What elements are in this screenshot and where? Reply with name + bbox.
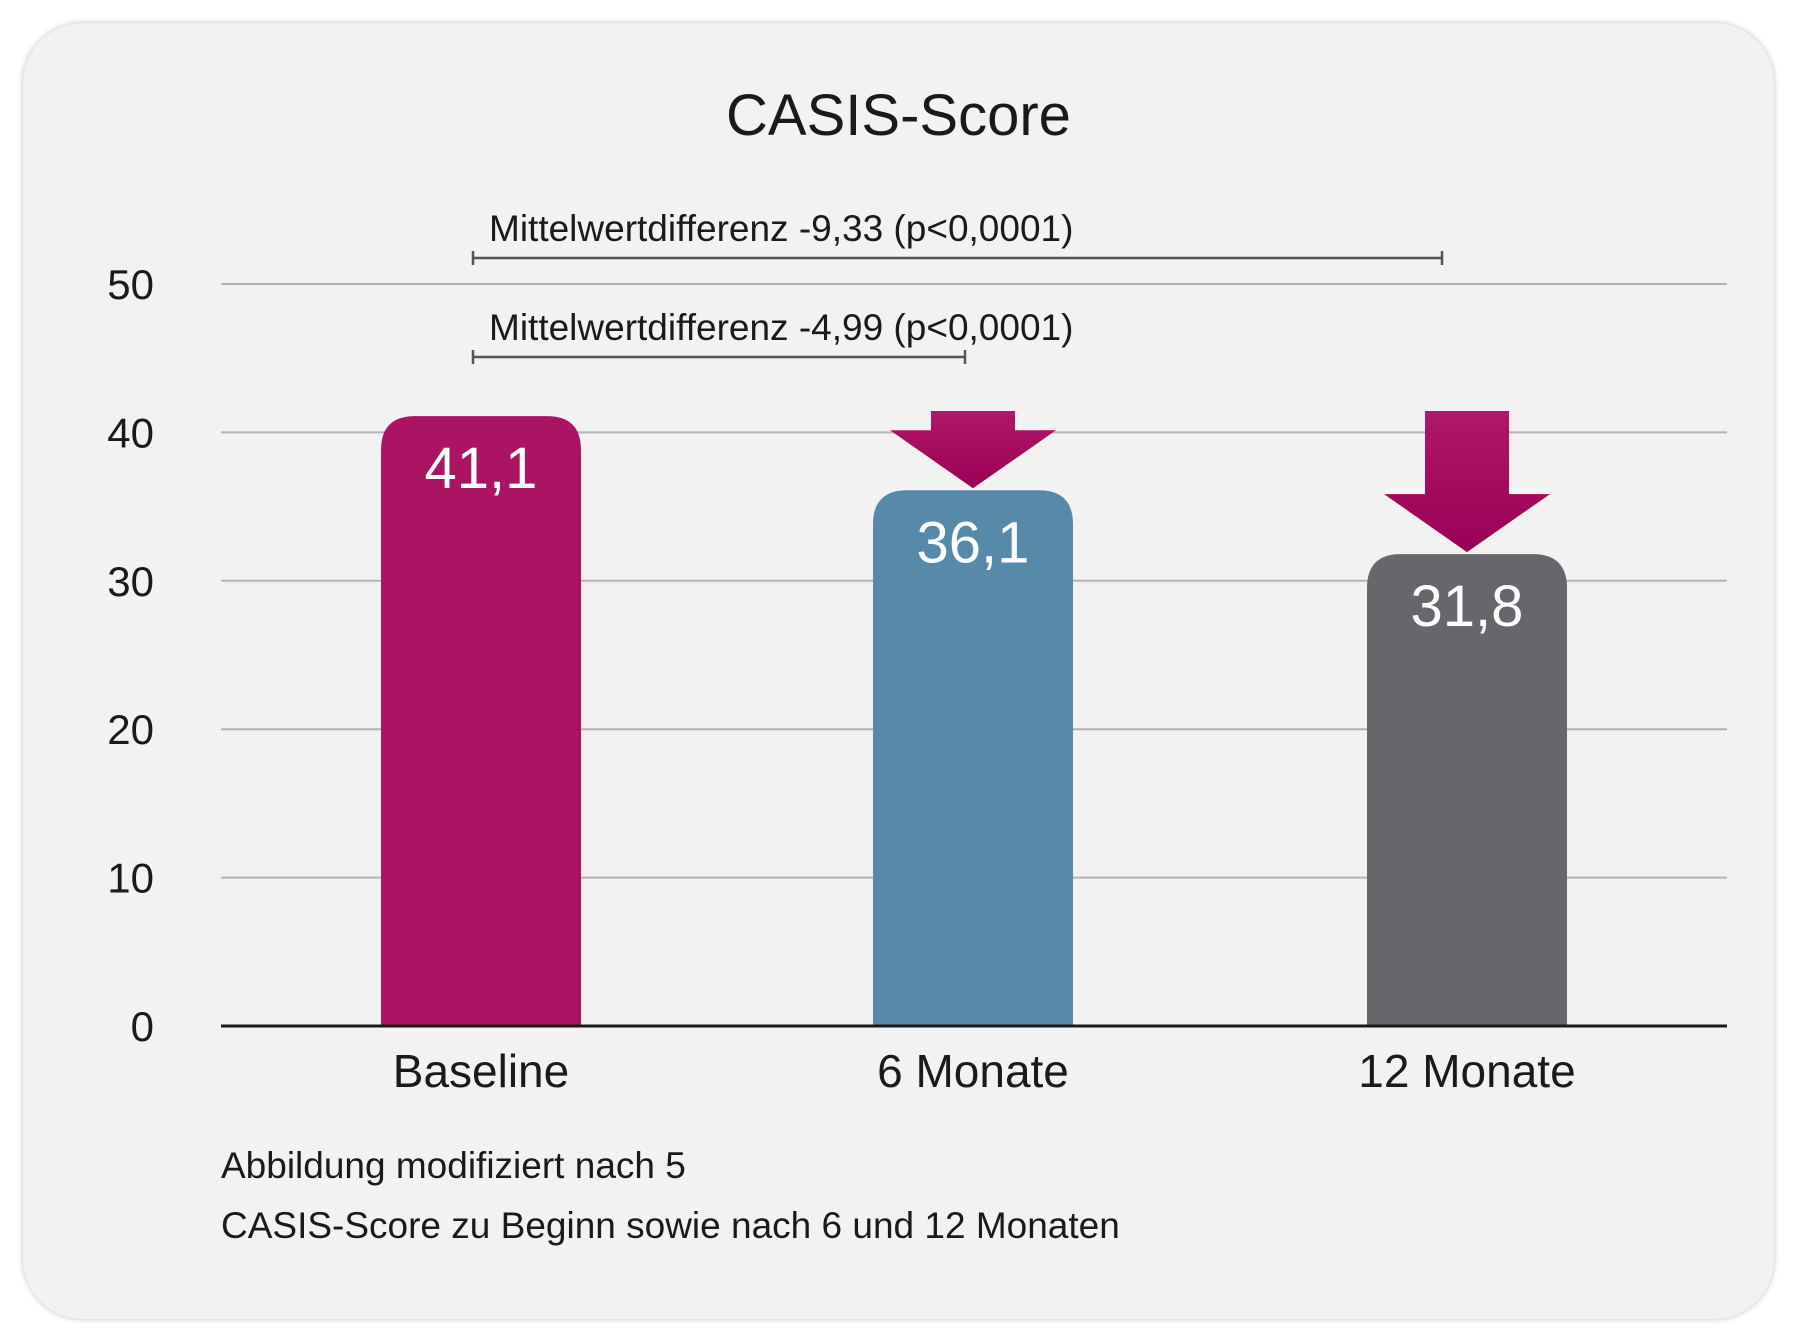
annotation-label: Mittelwertdifferenz -4,99 (p<0,0001) bbox=[489, 307, 1073, 348]
y-tick-label: 50 bbox=[107, 261, 154, 308]
x-category-label: Baseline bbox=[393, 1045, 569, 1097]
chart-title: CASIS-Score bbox=[726, 83, 1071, 148]
bar-2 bbox=[873, 490, 1073, 1026]
bar-3 bbox=[1367, 554, 1567, 1026]
y-tick-label: 40 bbox=[107, 409, 154, 456]
y-tick-label: 30 bbox=[107, 558, 154, 605]
bar-value-label: 36,1 bbox=[917, 510, 1030, 575]
annotation-label: Mittelwertdifferenz -9,33 (p<0,0001) bbox=[489, 208, 1073, 249]
bar-value-label: 31,8 bbox=[1411, 574, 1524, 639]
bar-1 bbox=[381, 416, 581, 1026]
y-tick-label: 10 bbox=[107, 855, 154, 902]
caption-source: Abbildung modifiziert nach 5 bbox=[221, 1145, 686, 1186]
down-arrow-icon bbox=[1384, 411, 1550, 553]
x-category-label: 12 Monate bbox=[1358, 1045, 1575, 1097]
y-tick-label: 20 bbox=[107, 706, 154, 753]
y-tick-label: 0 bbox=[131, 1003, 154, 1050]
bar-value-label: 41,1 bbox=[425, 436, 538, 501]
down-arrow-icon bbox=[890, 411, 1056, 489]
caption-description: CASIS-Score zu Beginn sowie nach 6 und 1… bbox=[221, 1205, 1120, 1246]
x-category-label: 6 Monate bbox=[877, 1045, 1069, 1097]
